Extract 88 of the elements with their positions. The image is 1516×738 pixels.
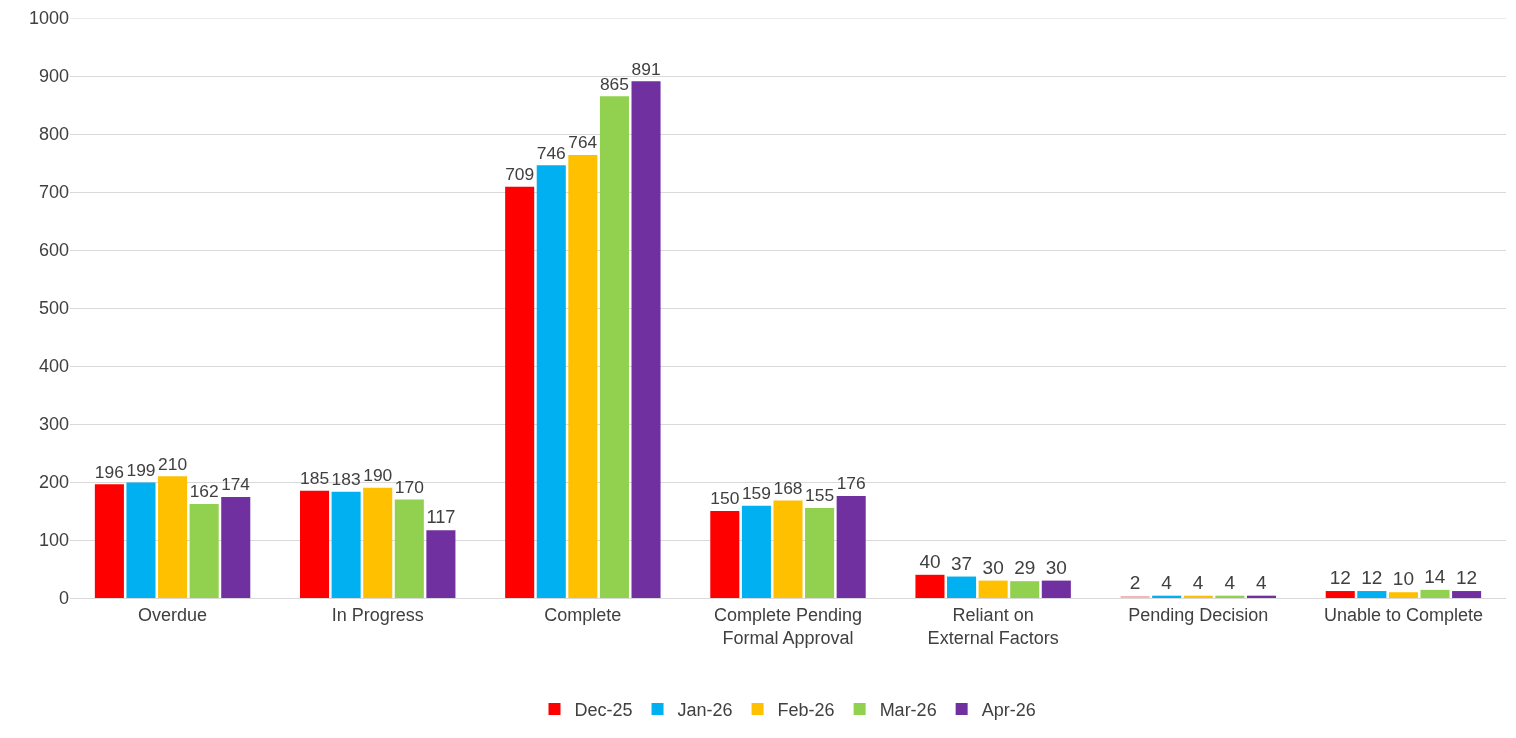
bar xyxy=(300,490,330,598)
data-label: 174 xyxy=(221,474,251,495)
data-label: 162 xyxy=(189,481,219,502)
data-label: 30 xyxy=(1045,556,1067,578)
data-label: 190 xyxy=(363,465,393,486)
data-label: 12 xyxy=(1329,567,1351,589)
data-label: 2 xyxy=(1129,572,1141,593)
data-label: 29 xyxy=(1014,557,1036,579)
data-label: 170 xyxy=(394,476,424,497)
bar xyxy=(536,165,566,598)
data-label: 168 xyxy=(773,477,803,498)
bar xyxy=(126,482,156,598)
y-tick-label: 300 xyxy=(38,414,69,435)
x-tick-label: In Progress xyxy=(331,604,424,625)
data-label: 746 xyxy=(536,142,566,163)
bar xyxy=(836,495,866,598)
bar xyxy=(1420,589,1450,598)
bar xyxy=(331,491,361,598)
bar xyxy=(1010,581,1040,598)
data-label: 196 xyxy=(94,461,124,482)
data-label: 117 xyxy=(426,507,456,528)
bar xyxy=(189,504,219,598)
y-tick-label: 900 xyxy=(38,66,69,87)
bar xyxy=(394,499,424,598)
data-label: 709 xyxy=(505,164,535,185)
legend-label: Mar-26 xyxy=(879,700,937,721)
data-label: 10 xyxy=(1392,568,1414,590)
bar xyxy=(426,530,456,598)
data-label: 159 xyxy=(741,483,771,504)
bar xyxy=(710,511,740,598)
data-label: 4 xyxy=(1224,571,1236,593)
y-tick-label: 1000 xyxy=(28,8,69,29)
bar xyxy=(94,484,124,598)
data-label: 865 xyxy=(599,73,629,94)
legend-label: Jan-26 xyxy=(677,700,733,721)
data-label: 4 xyxy=(1161,571,1173,593)
x-tick-label: Complete xyxy=(544,604,622,625)
data-label: 210 xyxy=(158,453,188,474)
bar xyxy=(505,186,535,598)
data-label: 185 xyxy=(300,468,330,489)
data-label: 4 xyxy=(1192,571,1204,593)
bar xyxy=(221,497,251,598)
data-label: 183 xyxy=(331,469,361,490)
data-label: 37 xyxy=(950,552,973,574)
x-tick-label: Overdue xyxy=(138,604,208,625)
legend-label: Dec-25 xyxy=(574,700,633,721)
y-tick-label: 400 xyxy=(38,356,69,377)
data-label: 40 xyxy=(919,550,941,572)
bar xyxy=(1325,591,1355,598)
legend-label: Feb-26 xyxy=(777,700,835,721)
y-tick-label: 100 xyxy=(38,530,69,551)
y-tick-label: 0 xyxy=(58,588,69,609)
bar xyxy=(741,505,771,598)
bar xyxy=(568,154,598,598)
bar xyxy=(1452,591,1482,598)
bar xyxy=(1357,591,1387,598)
y-tick-label: 700 xyxy=(38,182,69,203)
data-label: 199 xyxy=(126,459,156,480)
x-tick-label: Reliant on External Factors xyxy=(927,604,1059,648)
y-tick-label: 500 xyxy=(38,298,69,319)
x-tick-label: Unable to Complete xyxy=(1323,604,1483,625)
y-tick-label: 800 xyxy=(38,124,69,145)
x-tick-label: Pending Decision xyxy=(1128,604,1269,625)
bar xyxy=(773,500,803,598)
data-label: 155 xyxy=(805,485,835,506)
x-tick-label: Complete Pending Formal Approval xyxy=(713,604,863,648)
y-tick-label: 600 xyxy=(38,240,69,261)
bar xyxy=(363,487,393,598)
bar xyxy=(599,96,629,598)
bar xyxy=(978,580,1008,598)
data-label: 150 xyxy=(710,488,740,509)
y-tick-label: 200 xyxy=(38,472,69,493)
data-label: 12 xyxy=(1456,567,1478,589)
data-label: 14 xyxy=(1424,565,1446,587)
bar xyxy=(947,576,977,598)
data-label: 4 xyxy=(1255,571,1267,593)
data-label: 30 xyxy=(982,556,1004,578)
bar xyxy=(1041,580,1071,598)
bar xyxy=(631,81,661,598)
data-label: 764 xyxy=(568,132,598,153)
legend-label: Apr-26 xyxy=(981,700,1036,721)
data-label: 12 xyxy=(1361,567,1383,589)
bar xyxy=(915,574,945,598)
bar xyxy=(1388,592,1418,598)
bar xyxy=(805,508,835,598)
bar xyxy=(158,476,188,598)
data-label: 176 xyxy=(836,473,866,494)
data-label: 891 xyxy=(631,58,661,79)
